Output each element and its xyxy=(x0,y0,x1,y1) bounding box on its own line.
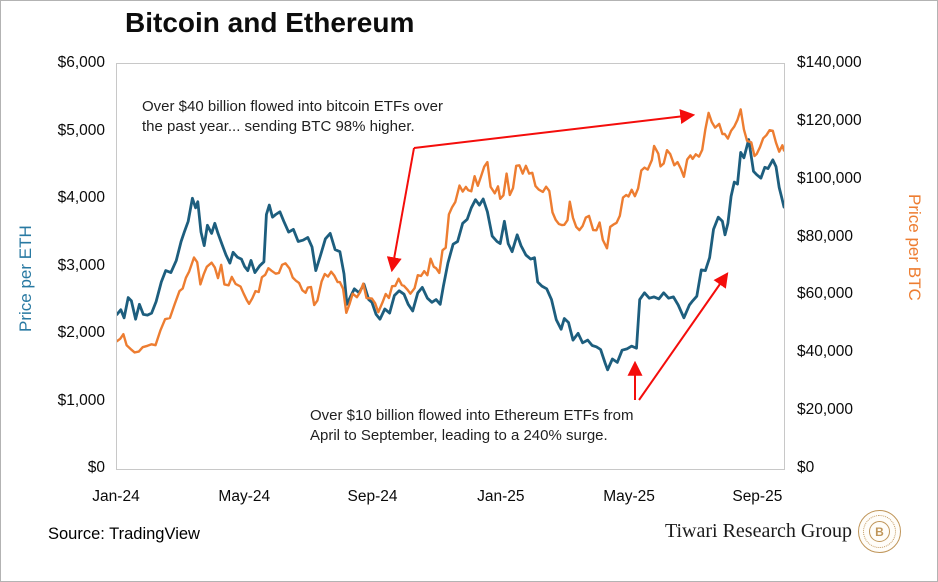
left-axis-tick: $3,000 xyxy=(57,256,105,274)
annotation-line: Over $40 billion flowed into bitcoin ETF… xyxy=(142,98,443,115)
right-axis-tick: $40,000 xyxy=(797,343,854,361)
right-axis-tick: $60,000 xyxy=(797,285,854,303)
x-axis-tick: Jan-25 xyxy=(477,488,525,505)
left-axis-tick: $2,000 xyxy=(57,324,105,341)
brand-footer: Tiwari Research Group B xyxy=(665,510,901,553)
left-axis-tick: $4,000 xyxy=(57,189,105,206)
annotation-line: the past year... sending BTC 98% higher. xyxy=(142,118,415,135)
annotation-btc-etf: Over $40 billion flowed into bitcoin ETF… xyxy=(142,97,443,137)
chart-title: Bitcoin and Ethereum xyxy=(125,7,415,38)
source-credit: Source: TradingView xyxy=(48,525,200,543)
right-axis-tick: $20,000 xyxy=(797,401,854,419)
right-axis-title: Price per BTC xyxy=(905,194,924,301)
plot-area: Over $40 billion flowed into bitcoin ETF… xyxy=(116,63,785,470)
left-axis-tick: $0 xyxy=(87,459,105,476)
right-axis-tick: $140,000 xyxy=(797,54,862,71)
right-axis-tick: $0 xyxy=(797,459,815,476)
x-axis-tick: Sep-24 xyxy=(347,488,398,505)
annotation-arrow xyxy=(386,147,415,273)
brand-name: Tiwari Research Group xyxy=(664,520,852,542)
left-axis-tick: $6,000 xyxy=(57,54,105,71)
coin-ring: B xyxy=(863,515,896,548)
right-axis-tick: $100,000 xyxy=(797,169,862,187)
brand-coin-logo-icon: B xyxy=(858,510,901,553)
left-axis-tick: $5,000 xyxy=(57,121,105,139)
left-axis-tick: $1,000 xyxy=(57,391,105,409)
chart-lines-svg xyxy=(117,108,784,401)
x-axis-tick: Jan-24 xyxy=(92,488,140,505)
series-line-btc xyxy=(117,108,784,354)
annotation-arrow xyxy=(413,109,696,149)
series-line-eth xyxy=(117,138,784,372)
annotation-line: April to September, leading to a 240% su… xyxy=(310,427,608,444)
bitcoin-b-glyph: B xyxy=(869,521,890,542)
right-axis-tick: $120,000 xyxy=(797,111,862,129)
right-axis-tick: $80,000 xyxy=(797,227,854,245)
x-axis-tick: May-25 xyxy=(603,488,655,505)
annotation-arrow xyxy=(638,272,729,401)
annotation-eth-etf: Over $10 billion flowed into Ethereum ET… xyxy=(310,406,633,446)
x-axis-tick: May-24 xyxy=(218,488,271,505)
left-axis-title: Price per ETH xyxy=(16,225,35,332)
annotation-line: Over $10 billion flowed into Ethereum ET… xyxy=(310,407,634,424)
x-axis-tick: Sep-25 xyxy=(732,488,783,505)
